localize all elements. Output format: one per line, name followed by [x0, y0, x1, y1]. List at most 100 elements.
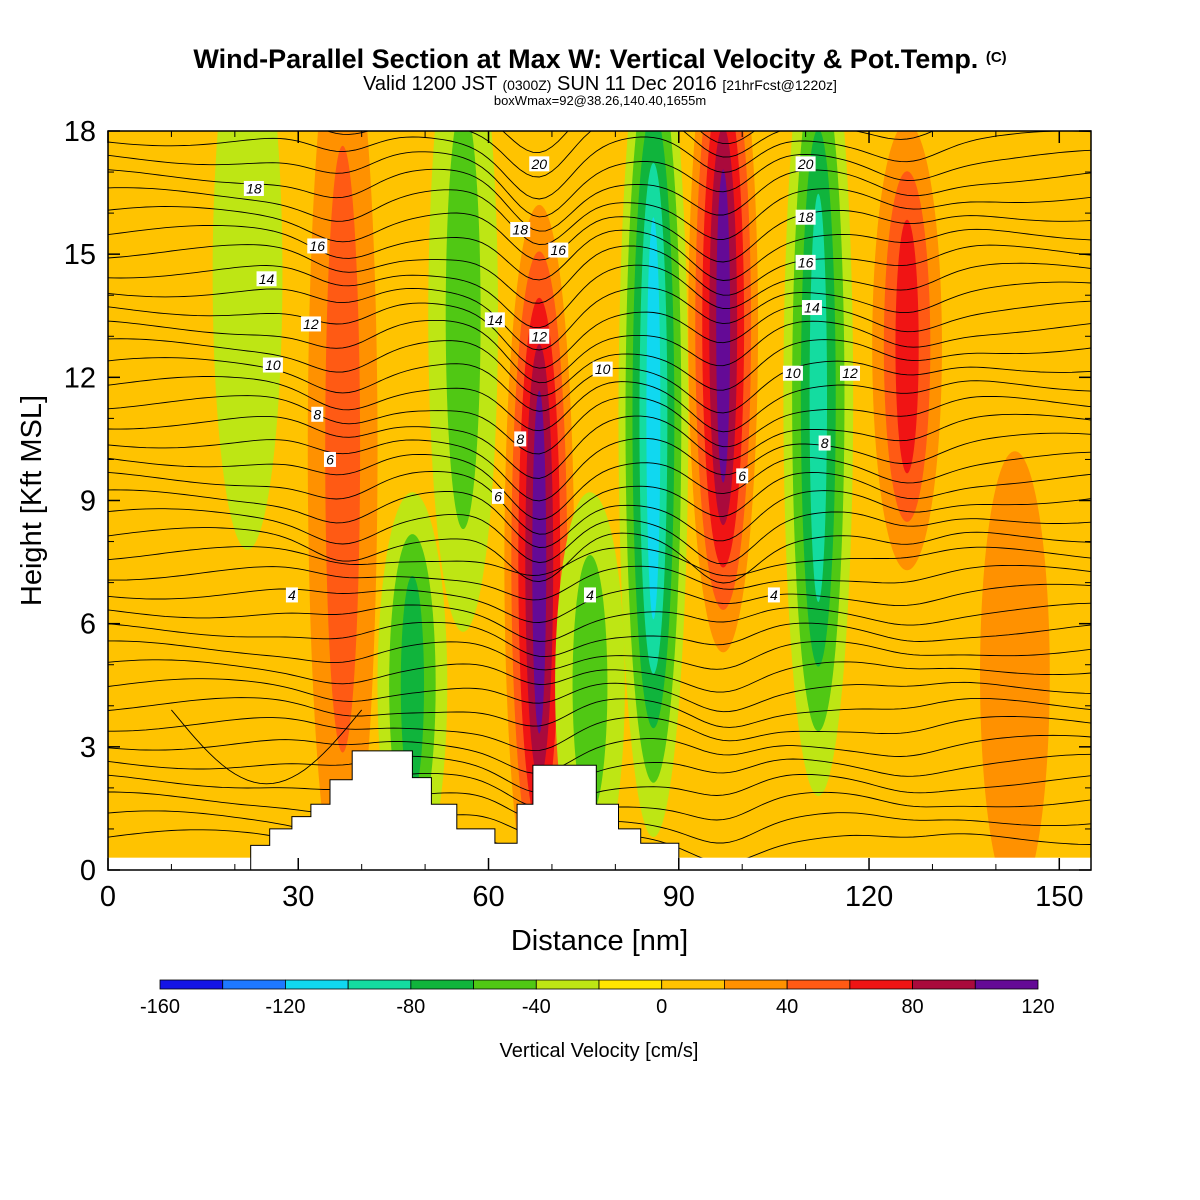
- isentrope-20: [108, 451, 1091, 520]
- colorbar-tick-label-3: -40: [522, 996, 551, 1018]
- isentrope-18: [108, 489, 1091, 548]
- colorbar-tick-label-2: -80: [396, 996, 425, 1018]
- theta-label-15: 4: [586, 587, 594, 603]
- theta-label-12: 18: [512, 222, 528, 238]
- isentrope-31: [108, 244, 1091, 304]
- y-tick-label-0: 0: [80, 855, 96, 887]
- theta-label-bg-16: [592, 361, 613, 377]
- colorbar-tick-label-5: 40: [776, 996, 798, 1018]
- isentrope-35: [108, 168, 1091, 232]
- theta-contour-labels: 4 6 8 10 12 14 16 18 6 8 14 12 18 16 20 4 10 6 4 10 12 8 14 16 1…: [243, 156, 861, 603]
- isentrope-23: [108, 395, 1091, 455]
- isentrope-7: [108, 697, 1091, 728]
- theta-label-22: 14: [804, 300, 820, 316]
- velocity-band-3-level-1: [445, 131, 481, 530]
- theta-label-0: 4: [288, 587, 296, 603]
- theta-label-6: 16: [309, 238, 325, 254]
- theta-label-bg-18: [767, 587, 780, 603]
- theta-label-bg-13: [548, 242, 569, 258]
- colorbar-tick-label-6: 80: [901, 996, 923, 1018]
- isentrope-12: [108, 602, 1091, 642]
- isentrope-low-level: [171, 709, 363, 785]
- isentrope-22: [108, 413, 1091, 479]
- theta-label-bg-1: [323, 451, 336, 467]
- x-tick-label-5: 150: [1035, 881, 1083, 913]
- colorbar-box-5: [473, 979, 537, 990]
- isentrope-10: [108, 640, 1091, 671]
- theta-label-bg-2: [311, 406, 324, 422]
- colorbar-box-13: [974, 979, 1039, 990]
- theta-label-9: 8: [516, 431, 524, 447]
- x-tick-label-3: 90: [663, 881, 695, 913]
- theta-label-17: 6: [738, 468, 746, 484]
- x-tick-label-4: 120: [845, 881, 893, 913]
- colorbar-box-2: [285, 979, 349, 990]
- colorbar-tick-label-0: -160: [140, 996, 180, 1018]
- theta-label-bg-4: [300, 316, 321, 332]
- isentrope-26: [108, 338, 1091, 397]
- theta-label-bg-7: [243, 180, 264, 196]
- velocity-band-10-level-0: [980, 451, 1050, 870]
- box-wmax-info: boxWmax=92@38.26,140.40,1655m: [493, 93, 707, 108]
- colorbar-tick-label-7: 120: [1021, 996, 1054, 1018]
- colorbar-box-9: [724, 979, 788, 990]
- velocity-band-4-level-4: [532, 390, 547, 734]
- chart-title-text: Wind-Parallel Section at Max W: Vertical…: [193, 44, 979, 74]
- isentrope-9: [108, 659, 1091, 693]
- valid-date: SUN 11 Dec 2016: [557, 73, 717, 95]
- axes: 0 30 60 90 120 150 0 3 6 9 12 15 18 Distance [nm] Heig…: [16, 116, 1091, 957]
- theta-label-bg-12: [510, 222, 531, 238]
- colorbar-box-1: [222, 979, 286, 990]
- x-tick-label-1: 30: [282, 881, 314, 913]
- colorbar-box-11: [849, 979, 913, 990]
- velocity-band-0-level-0: [212, 131, 283, 550]
- theta-label-23: 16: [798, 254, 814, 270]
- colorbar-box-0: [159, 979, 224, 990]
- velocity-band-2-level-2: [400, 575, 425, 795]
- colorbar-box-10: [786, 979, 851, 990]
- theta-label-bg-21: [818, 435, 831, 451]
- isentrope-38: [326, 131, 935, 178]
- theta-label-1: 6: [326, 451, 334, 467]
- colorbar-tick-label-1: -120: [265, 996, 305, 1018]
- theta-label-24: 18: [798, 209, 814, 225]
- isentrope-29: [108, 281, 1091, 351]
- isentrope-32: [108, 224, 1091, 281]
- chart-title: Wind-Parallel Section at Max W: Vertical…: [0, 44, 1200, 75]
- isentrope-4: [108, 753, 1091, 794]
- theta-label-bg-17: [736, 468, 749, 484]
- colorbar-tick-label-4: 0: [656, 996, 667, 1018]
- colorbar-label: Vertical Velocity [cm/s]: [500, 1040, 699, 1062]
- isentrope-13: [108, 583, 1091, 623]
- isentrope-27: [108, 319, 1091, 384]
- colorbar-box-8: [661, 979, 725, 990]
- colorbar-box-4: [410, 979, 474, 990]
- theta-label-3: 10: [265, 357, 281, 373]
- theta-label-18: 4: [770, 587, 778, 603]
- theta-label-7: 18: [246, 180, 262, 196]
- theta-label-25: 20: [797, 156, 814, 172]
- theta-label-bg-11: [529, 328, 550, 344]
- theta-label-2: 8: [313, 406, 321, 422]
- theta-label-8: 6: [494, 488, 502, 504]
- theta-label-bg-8: [492, 488, 505, 504]
- terrain-profile: [250, 750, 680, 870]
- isentrope-24: [108, 376, 1091, 433]
- y-tick-label-4: 12: [64, 362, 96, 394]
- x-tick-label-2: 60: [472, 881, 504, 913]
- velocity-band-8-level-3: [809, 193, 828, 602]
- isentrope-37: [108, 131, 1091, 200]
- isentrope-34: [108, 187, 1091, 245]
- theta-label-bg-20: [840, 365, 861, 381]
- isentrope-17: [108, 508, 1091, 565]
- isentrope-33: [108, 206, 1091, 263]
- isentrope-5: [108, 734, 1091, 774]
- valid-time-line: Valid 1200 JST (0300Z) SUN 11 Dec 2016 […: [0, 74, 1200, 95]
- theta-label-bg-14: [529, 156, 550, 172]
- theta-label-bg-22: [801, 300, 822, 316]
- y-tick-label-2: 6: [80, 609, 96, 641]
- y-tick-label-5: 15: [64, 239, 96, 271]
- colorbar-box-12: [912, 979, 976, 990]
- theta-label-bg-9: [514, 431, 527, 447]
